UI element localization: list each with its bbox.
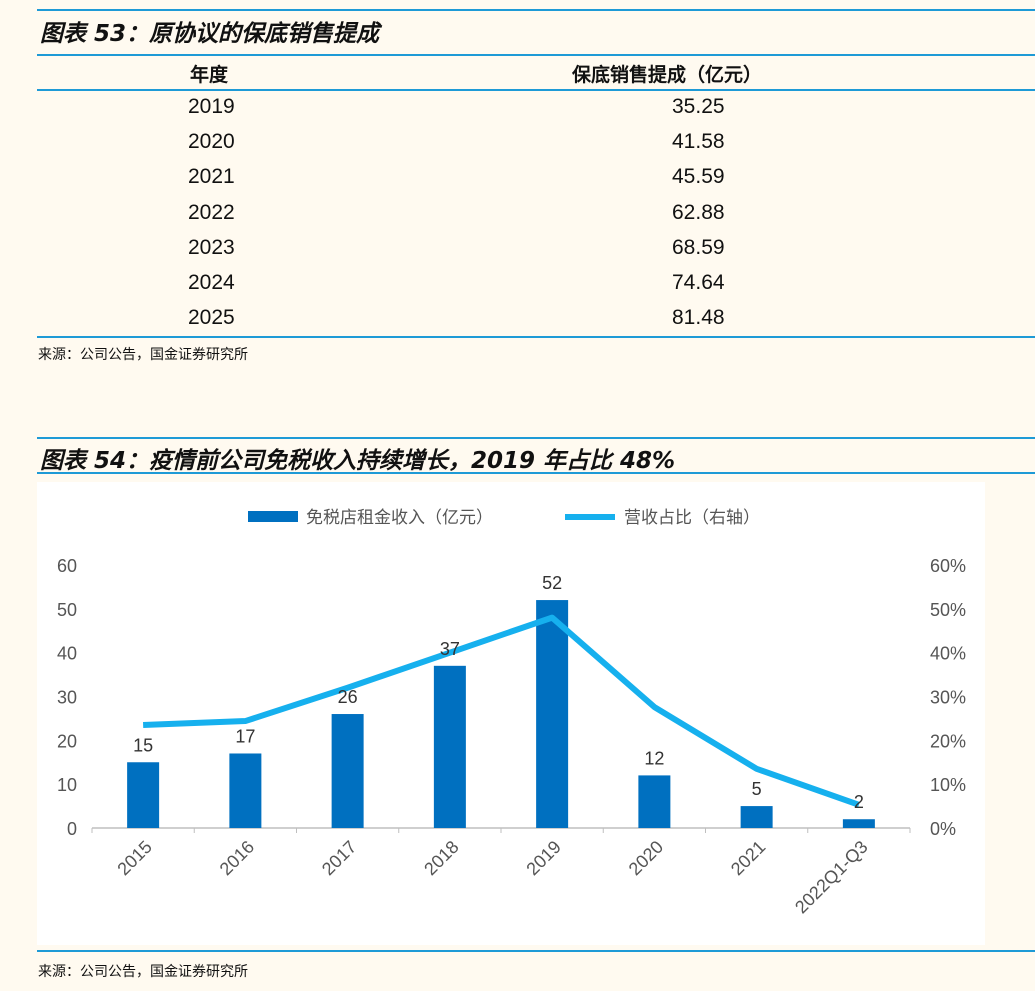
legend-bar-swatch — [248, 511, 298, 522]
bar-data-label: 12 — [644, 748, 664, 768]
figure-title: 图表 54：疫情前公司免税收入持续增长，2019 年占比 48% — [40, 448, 676, 474]
rule — [37, 9, 1035, 11]
bar-2017 — [331, 714, 364, 828]
cell-commission: 68.59 — [672, 235, 725, 259]
cell-year: 2019 — [188, 95, 235, 118]
rule — [37, 336, 1035, 338]
bar-data-label: 2 — [854, 792, 864, 812]
bar-2016 — [229, 753, 262, 828]
y-right-tick-label: 40% — [930, 644, 966, 664]
y-right-tick-label: 20% — [930, 731, 966, 751]
rule — [37, 89, 1035, 91]
bar-data-label: 26 — [338, 687, 358, 707]
bar-2015 — [127, 762, 160, 828]
cell-commission: 62.88 — [672, 200, 725, 224]
rule — [37, 472, 1035, 474]
x-tick-label: 2015 — [113, 837, 155, 879]
table-title: 图表 53：原协议的保底销售提成 — [40, 21, 380, 47]
bar-data-label: 37 — [440, 639, 460, 659]
y-right-tick-label: 10% — [930, 775, 966, 795]
cell-year: 2021 — [188, 165, 235, 189]
cell-year: 2024 — [188, 271, 235, 294]
y-left-tick-label: 40 — [57, 644, 77, 664]
cell-commission: 35.25 — [672, 95, 725, 118]
cell-commission: 41.58 — [672, 130, 725, 154]
bar-2021 — [740, 806, 773, 828]
bar-data-label: 52 — [542, 573, 562, 593]
cell-year: 2022 — [188, 200, 235, 224]
x-tick-label: 2022Q1-Q3 — [791, 837, 872, 918]
share-line — [143, 614, 860, 808]
bar-2018 — [433, 665, 466, 828]
y-right-tick-label: 30% — [930, 688, 966, 708]
y-left-tick-label: 60 — [57, 556, 77, 576]
x-tick-label: 2017 — [318, 837, 360, 879]
header-commission: 保底销售提成（亿元） — [572, 64, 763, 86]
cell-year: 2020 — [188, 130, 235, 154]
bar-data-label: 17 — [235, 726, 255, 746]
bar-2022Q1-Q3 — [842, 819, 875, 828]
x-tick-label: 2018 — [420, 837, 462, 879]
chart-area: 0 10 20 30 40 50 60 0% 10% 20% 30% 40% 50% 60% 15 17 26 3… — [37, 482, 985, 945]
y-right-tick-label: 50% — [930, 600, 966, 620]
rule — [37, 437, 1035, 439]
x-tick-label: 2016 — [216, 837, 258, 879]
y-right-tick-label: 0% — [930, 819, 956, 839]
legend-line-label: 营收占比（右轴） — [624, 508, 760, 527]
cell-year: 2025 — [188, 306, 235, 330]
bar-2019 — [536, 600, 569, 828]
bar-2020 — [638, 775, 671, 828]
header-year: 年度 — [190, 64, 229, 86]
x-tick-label: 2020 — [625, 837, 667, 879]
x-tick-label: 2019 — [522, 837, 564, 879]
rule — [37, 950, 1035, 952]
y-right-tick-label: 60% — [930, 556, 966, 576]
x-tick-label: 2021 — [727, 837, 769, 879]
table-source: 来源：公司公告，国金证券研究所 — [38, 347, 248, 363]
bar-data-label: 15 — [133, 735, 153, 755]
rule — [37, 54, 1035, 56]
y-left-tick-label: 10 — [57, 775, 77, 795]
y-left-tick-label: 0 — [67, 819, 77, 839]
legend-bar-label: 免税店租金收入（亿元） — [306, 508, 493, 527]
cell-commission: 45.59 — [672, 165, 725, 189]
cell-commission: 74.64 — [672, 271, 725, 294]
combo-chart: 0 10 20 30 40 50 60 0% 10% 20% 30% 40% 50% 60% 15 17 26 3… — [57, 508, 966, 918]
y-left-tick-label: 30 — [57, 688, 77, 708]
figure-source: 来源：公司公告，国金证券研究所 — [38, 964, 248, 980]
y-left-tick-label: 20 — [57, 731, 77, 751]
cell-year: 2023 — [188, 235, 235, 259]
bar-data-label: 5 — [752, 779, 762, 799]
y-left-tick-label: 50 — [57, 600, 77, 620]
cell-commission: 81.48 — [672, 306, 725, 330]
